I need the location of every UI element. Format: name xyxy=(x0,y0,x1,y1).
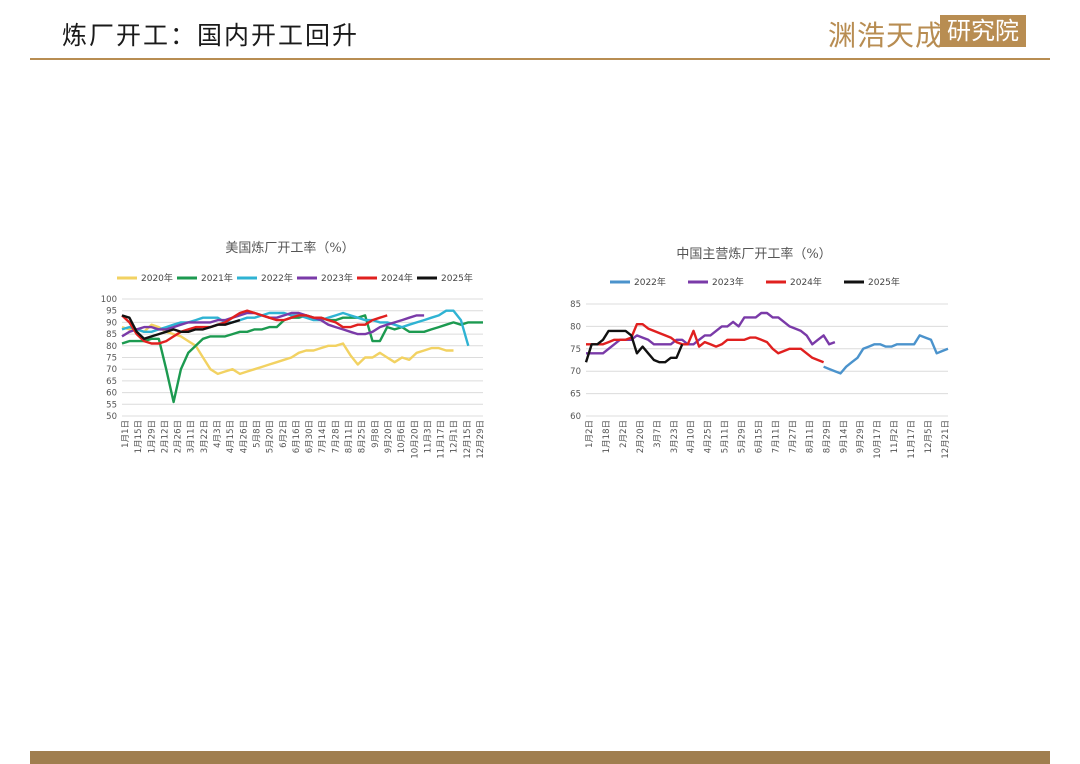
y-tick-label: 100 xyxy=(101,295,117,305)
x-tick-label: 1月15日 xyxy=(134,420,144,453)
legend-label: 2025年 xyxy=(441,272,473,284)
x-tick-label: 3月23日 xyxy=(670,420,680,453)
x-tick-label: 5月29日 xyxy=(738,420,748,453)
y-tick-label: 85 xyxy=(570,300,581,310)
y-tick-label: 75 xyxy=(570,345,581,355)
x-tick-label: 3月22日 xyxy=(200,420,210,453)
footer-bar xyxy=(30,751,1050,764)
x-tick-label: 12月29日 xyxy=(476,420,486,459)
x-tick-label: 1月29日 xyxy=(147,420,157,453)
x-tick-label: 3月11日 xyxy=(187,420,197,453)
x-tick-label: 12月5日 xyxy=(924,420,934,453)
x-tick-label: 5月20日 xyxy=(266,420,276,453)
x-tick-label: 1月1日 xyxy=(121,420,131,448)
x-tick-label: 2月2日 xyxy=(619,420,629,448)
x-tick-label: 6月15日 xyxy=(755,420,765,453)
x-tick-label: 6月30日 xyxy=(305,420,315,453)
slide-title: 炼厂开工：国内开工回升 xyxy=(62,21,360,50)
series-line-2025年 xyxy=(584,329,684,364)
x-tick-label: 11月3日 xyxy=(423,420,433,453)
y-tick-label: 75 xyxy=(106,354,117,364)
y-tick-label: 55 xyxy=(106,400,117,410)
legend-label: 2023年 xyxy=(321,272,353,284)
x-tick-label: 5月11日 xyxy=(721,420,731,453)
x-tick-label: 2月26日 xyxy=(174,420,184,453)
x-tick-label: 11月17日 xyxy=(437,420,447,459)
x-tick-label: 8月11日 xyxy=(345,420,355,453)
y-tick-label: 70 xyxy=(570,367,581,377)
y-tick-label: 95 xyxy=(106,307,117,317)
x-tick-label: 4月25日 xyxy=(704,420,714,453)
x-tick-label: 12月21日 xyxy=(941,420,951,459)
x-tick-label: 6月16日 xyxy=(292,420,302,453)
x-tick-label: 11月2日 xyxy=(890,420,900,453)
legend-label: 2021年 xyxy=(201,272,233,284)
legend-label: 2022年 xyxy=(261,272,293,284)
x-tick-label: 3月7日 xyxy=(653,420,663,448)
y-tick-label: 80 xyxy=(570,322,581,332)
x-tick-label: 4月3日 xyxy=(213,420,223,448)
x-tick-label: 7月14日 xyxy=(318,420,328,453)
x-tick-label: 7月28日 xyxy=(331,420,341,453)
x-tick-label: 1月2日 xyxy=(585,420,595,448)
x-tick-label: 10月17日 xyxy=(873,420,883,459)
x-tick-label: 12月1日 xyxy=(450,420,460,453)
x-tick-label: 10月6日 xyxy=(397,420,407,453)
y-tick-label: 60 xyxy=(106,389,117,399)
chart-title: 中国主营炼厂开工率（%） xyxy=(676,246,831,262)
legend-label: 2020年 xyxy=(141,272,173,284)
x-tick-label: 4月26日 xyxy=(239,420,249,453)
chart-title: 美国炼厂开工率（%） xyxy=(225,240,354,256)
x-tick-label: 9月14日 xyxy=(839,420,849,453)
legend-label: 2023年 xyxy=(712,276,744,288)
legend-label: 2022年 xyxy=(634,276,666,288)
x-tick-label: 8月25日 xyxy=(358,420,368,453)
x-tick-label: 2月20日 xyxy=(636,420,646,453)
series-line-2022年 xyxy=(823,334,949,375)
x-tick-label: 9月20日 xyxy=(384,420,394,453)
x-tick-label: 10月20日 xyxy=(410,420,420,459)
y-tick-label: 90 xyxy=(106,318,117,328)
x-tick-label: 5月8日 xyxy=(252,420,262,448)
logo-left-text: 渊浩天成 xyxy=(828,19,945,52)
y-tick-label: 50 xyxy=(106,412,117,422)
x-tick-label: 7月27日 xyxy=(788,420,798,453)
y-tick-label: 85 xyxy=(106,330,117,340)
series-line-2023年 xyxy=(586,311,836,355)
x-tick-label: 9月29日 xyxy=(856,420,866,453)
y-tick-label: 65 xyxy=(106,377,117,387)
header-rule xyxy=(30,58,1050,60)
x-tick-label: 4月15日 xyxy=(226,420,236,453)
x-tick-label: 1月18日 xyxy=(602,420,612,453)
series-line-2024年 xyxy=(121,309,388,345)
x-tick-label: 9月8日 xyxy=(371,420,381,448)
x-tick-label: 2月12日 xyxy=(160,420,170,453)
x-tick-label: 11月17日 xyxy=(907,420,917,459)
legend-label: 2025年 xyxy=(868,276,900,288)
logo-right-text: 研究院 xyxy=(940,15,1026,47)
x-tick-label: 12月15日 xyxy=(463,420,473,459)
logo: 渊浩天成 研究院 xyxy=(828,12,1028,52)
legend-label: 2024年 xyxy=(381,272,413,284)
series-line-2024年 xyxy=(586,323,825,364)
y-tick-label: 80 xyxy=(106,342,117,352)
x-tick-label: 8月11日 xyxy=(805,420,815,453)
y-tick-label: 70 xyxy=(106,365,117,375)
legend-label: 2024年 xyxy=(790,276,822,288)
series-line-2025年 xyxy=(121,314,241,340)
x-tick-label: 6月2日 xyxy=(279,420,289,448)
x-tick-label: 4月10日 xyxy=(687,420,697,453)
y-tick-label: 60 xyxy=(570,412,581,422)
y-tick-label: 65 xyxy=(570,390,581,400)
x-tick-label: 8月29日 xyxy=(822,420,832,453)
x-tick-label: 7月11日 xyxy=(771,420,781,453)
